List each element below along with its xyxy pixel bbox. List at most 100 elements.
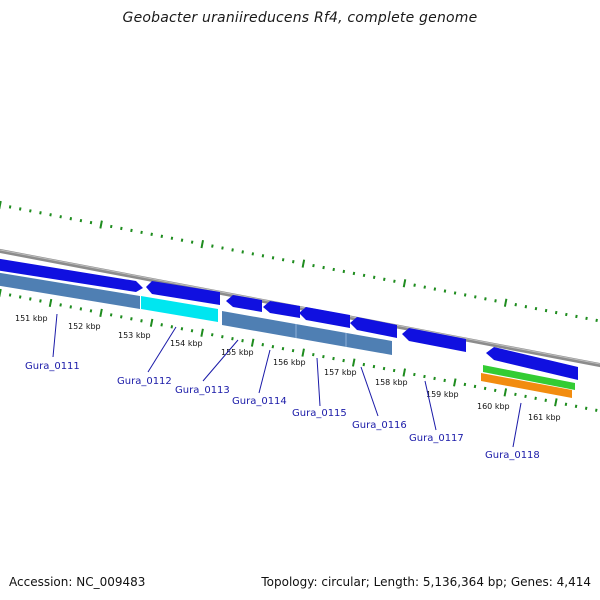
major-tick [99, 220, 103, 229]
minor-tick [474, 295, 477, 299]
minor-tick [8, 205, 12, 209]
kbp-label: 155 kbp [221, 348, 254, 357]
kbp-label: 153 kbp [118, 331, 151, 340]
major-tick [250, 338, 255, 347]
forward-features [0, 258, 578, 380]
minor-tick [140, 319, 143, 323]
kbp-label: 156 kbp [273, 358, 306, 367]
minor-tick [575, 314, 578, 319]
kbp-label: 152 kbp [68, 322, 101, 331]
minor-tick [514, 303, 518, 307]
gene-feature-gura-0110[interactable] [0, 258, 143, 292]
minor-tick [59, 303, 62, 307]
minor-tick [190, 240, 194, 244]
major-tick [301, 259, 306, 268]
minor-tick [39, 299, 42, 303]
minor-tick [150, 232, 153, 236]
minor-tick [231, 337, 234, 341]
minor-tick [69, 217, 73, 221]
major-tick [453, 378, 457, 387]
minor-tick [595, 318, 598, 323]
gene-label-gura-0118[interactable]: Gura_0118 [485, 450, 540, 461]
minor-tick [392, 368, 396, 373]
minor-tick [453, 291, 457, 295]
minor-tick [120, 315, 123, 319]
gene-label-gura-0117[interactable]: Gura_0117 [409, 433, 464, 444]
gene-feature-gura-0116[interactable] [350, 317, 397, 338]
gene-label-gura-0112[interactable]: Gura_0112 [117, 376, 172, 387]
minor-tick [372, 275, 376, 280]
minor-tick [180, 238, 184, 242]
minor-tick [494, 299, 497, 303]
kbp-label: 154 kbp [170, 339, 203, 348]
minor-tick [322, 265, 325, 270]
minor-tick [514, 392, 517, 397]
major-tick [554, 398, 558, 407]
kbp-labels: 151 kbp 152 kbp 153 kbp 154 kbp 155 kbp … [15, 314, 561, 422]
minor-tick [89, 309, 93, 313]
major-tick [402, 368, 407, 377]
minor-tick [109, 313, 113, 317]
minor-tick [49, 213, 52, 217]
minor-tick [120, 226, 123, 231]
minor-tick [180, 327, 184, 331]
major-tick [48, 298, 53, 308]
minor-tick [79, 307, 83, 311]
minor-tick [383, 277, 386, 281]
cds-feature-steel-right[interactable] [222, 311, 392, 355]
rna-feature-green[interactable] [483, 365, 575, 390]
gene-feature-gura-0118[interactable] [486, 347, 578, 380]
minor-tick [493, 388, 497, 393]
minor-tick [312, 352, 315, 357]
major-tick [351, 358, 356, 367]
gene-labels: Gura_0111 Gura_0112 Gura_0113 Gura_0114 … [25, 361, 540, 461]
cds-feature-cyan[interactable] [141, 296, 218, 322]
minor-tick [423, 374, 426, 379]
major-tick [200, 239, 204, 249]
minor-tick [362, 273, 366, 278]
reverse-features [0, 272, 575, 398]
minor-tick [292, 260, 295, 264]
minor-tick [584, 406, 588, 410]
major-tick [301, 348, 305, 357]
kbp-label: 157 kbp [324, 368, 357, 377]
gene-label-gura-0111[interactable]: Gura_0111 [25, 361, 80, 372]
gene-label-gura-0113[interactable]: Gura_0113 [175, 385, 230, 396]
major-tick [503, 298, 508, 307]
gene-feature-gura-0113[interactable] [226, 295, 262, 312]
minor-tick [130, 228, 133, 233]
minor-tick [221, 335, 224, 339]
kbp-label: 160 kbp [477, 402, 510, 411]
minor-tick [443, 289, 447, 293]
gene-feature-gura-0114[interactable] [263, 301, 300, 318]
cds-feature-steel-left[interactable] [0, 272, 140, 309]
minor-tick [595, 408, 598, 412]
gene-feature-gura-0111[interactable] [146, 281, 220, 305]
inner-tick-track [0, 288, 598, 412]
gene-label-leaders [52, 313, 522, 448]
gene-feature-gura-0117[interactable] [402, 328, 466, 352]
minor-tick [241, 339, 244, 343]
minor-tick [433, 287, 437, 291]
minor-tick [210, 333, 214, 337]
minor-tick [585, 316, 588, 321]
minor-tick [393, 279, 396, 283]
gene-label-gura-0115[interactable]: Gura_0115 [292, 408, 347, 419]
gene-label-gura-0114[interactable]: Gura_0114 [232, 396, 287, 407]
minor-tick [544, 308, 548, 313]
gene-label-gura-0116[interactable]: Gura_0116 [352, 420, 407, 431]
rna-feature-orange[interactable] [481, 373, 572, 398]
minor-tick [565, 312, 568, 317]
minor-tick [160, 234, 164, 238]
minor-tick [352, 271, 356, 276]
major-tick [503, 388, 508, 397]
minor-tick [574, 404, 578, 408]
outer-tick-track [0, 200, 598, 323]
gene-feature-gura-0115[interactable] [299, 307, 350, 328]
minor-tick [534, 396, 537, 401]
minor-tick [382, 366, 386, 371]
major-tick [200, 328, 204, 337]
minor-tick [332, 356, 335, 361]
minor-tick [29, 209, 32, 213]
